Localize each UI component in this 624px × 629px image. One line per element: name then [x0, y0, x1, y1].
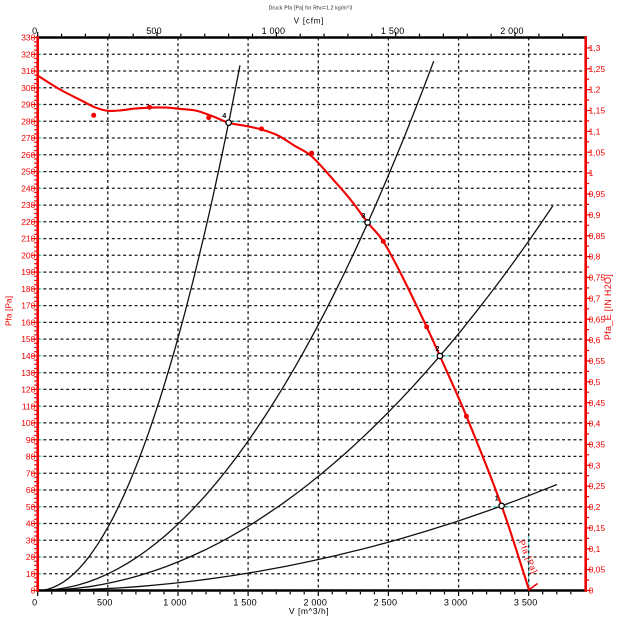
svg-text:1 500: 1 500	[381, 26, 405, 36]
svg-text:100: 100	[21, 418, 35, 428]
svg-text:1,3: 1,3	[589, 43, 601, 53]
svg-text:2 000: 2 000	[304, 597, 328, 607]
svg-text:0,55: 0,55	[589, 356, 606, 366]
svg-text:0,4: 0,4	[589, 419, 601, 429]
svg-text:90: 90	[26, 435, 36, 445]
svg-text:0,15: 0,15	[589, 523, 606, 533]
svg-text:0: 0	[31, 586, 36, 596]
svg-text:500: 500	[146, 26, 162, 36]
svg-text:0,95: 0,95	[589, 189, 606, 199]
svg-text:3: 3	[361, 213, 365, 220]
svg-text:500: 500	[97, 597, 113, 607]
svg-text:210: 210	[21, 234, 35, 244]
svg-text:1 000: 1 000	[163, 597, 187, 607]
svg-text:0: 0	[589, 586, 594, 596]
svg-text:1: 1	[495, 496, 499, 503]
svg-text:170: 170	[21, 301, 35, 311]
svg-text:0,9: 0,9	[589, 210, 601, 220]
svg-text:V [cfm]: V [cfm]	[294, 17, 325, 26]
svg-text:1 500: 1 500	[233, 597, 257, 607]
svg-text:0,6: 0,6	[589, 335, 601, 345]
svg-text:2 500: 2 500	[374, 597, 398, 607]
svg-text:4: 4	[222, 113, 226, 120]
svg-text:V [m^3/h]: V [m^3/h]	[289, 606, 329, 616]
svg-text:260: 260	[21, 150, 35, 160]
svg-text:1,25: 1,25	[589, 64, 606, 74]
svg-text:0,05: 0,05	[589, 565, 606, 575]
svg-text:1,05: 1,05	[589, 147, 606, 157]
svg-text:0: 0	[32, 597, 37, 607]
svg-text:0,25: 0,25	[589, 481, 606, 491]
svg-text:Pfa_E [IN H2O]: Pfa_E [IN H2O]	[603, 274, 613, 340]
svg-text:2 000: 2 000	[500, 26, 524, 36]
svg-text:180: 180	[21, 284, 35, 294]
svg-text:140: 140	[21, 351, 35, 361]
svg-text:250: 250	[21, 167, 35, 177]
svg-text:0: 0	[32, 26, 37, 36]
svg-text:220: 220	[21, 217, 35, 227]
svg-text:0,75: 0,75	[589, 273, 606, 283]
svg-text:0,65: 0,65	[589, 314, 606, 324]
svg-text:280: 280	[21, 116, 35, 126]
svg-text:1,15: 1,15	[589, 106, 606, 116]
svg-text:20: 20	[26, 552, 36, 562]
svg-text:70: 70	[26, 468, 36, 478]
svg-text:0,2: 0,2	[589, 502, 601, 512]
svg-text:230: 230	[21, 200, 35, 210]
svg-text:310: 310	[21, 66, 35, 76]
svg-text:330: 330	[21, 33, 35, 43]
svg-text:1: 1	[589, 168, 594, 178]
svg-text:Pfa [Pa]: Pfa [Pa]	[4, 296, 14, 326]
svg-text:120: 120	[21, 385, 35, 395]
svg-text:110: 110	[22, 401, 36, 411]
svg-text:50: 50	[26, 502, 36, 512]
svg-text:Druck Pfa [Pa] for Rho=1.2 kg/: Druck Pfa [Pa] for Rho=1.2 kg/m^3	[269, 6, 353, 12]
svg-text:0,3: 0,3	[589, 460, 601, 470]
svg-text:240: 240	[21, 183, 35, 193]
svg-text:1 000: 1 000	[262, 26, 286, 36]
svg-text:290: 290	[21, 100, 35, 110]
svg-text:160: 160	[21, 318, 35, 328]
svg-text:300: 300	[21, 83, 35, 93]
svg-text:0,45: 0,45	[589, 398, 606, 408]
svg-text:30: 30	[26, 535, 36, 545]
svg-text:0,35: 0,35	[589, 440, 606, 450]
svg-text:1,1: 1,1	[589, 127, 601, 137]
svg-text:200: 200	[21, 250, 35, 260]
svg-text:3 500: 3 500	[514, 597, 538, 607]
svg-text:270: 270	[21, 133, 35, 143]
svg-text:10: 10	[26, 569, 36, 579]
svg-text:190: 190	[21, 267, 35, 277]
svg-text:1,2: 1,2	[589, 85, 601, 95]
svg-text:40: 40	[26, 519, 36, 529]
svg-text:150: 150	[21, 334, 35, 344]
svg-text:130: 130	[21, 368, 35, 378]
svg-text:2: 2	[435, 346, 439, 353]
svg-text:60: 60	[26, 485, 36, 495]
svg-text:0,7: 0,7	[589, 293, 601, 303]
svg-text:320: 320	[21, 49, 35, 59]
svg-text:0,5: 0,5	[589, 377, 601, 387]
svg-text:3 000: 3 000	[444, 597, 468, 607]
svg-text:0,8: 0,8	[589, 252, 601, 262]
svg-text:0,85: 0,85	[589, 231, 606, 241]
svg-text:80: 80	[26, 452, 36, 462]
svg-text:0,1: 0,1	[589, 544, 601, 554]
